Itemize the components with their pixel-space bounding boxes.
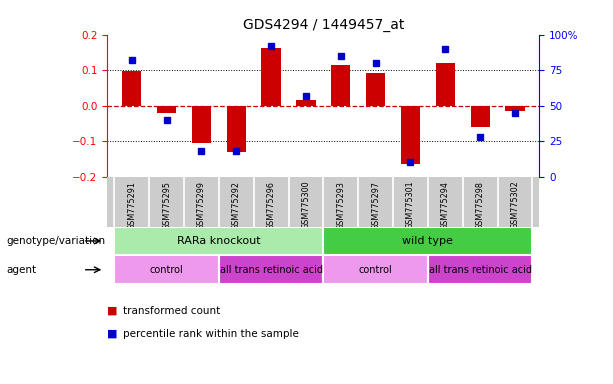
- Text: GSM775298: GSM775298: [476, 180, 485, 230]
- Text: GSM775295: GSM775295: [162, 180, 171, 230]
- Bar: [219, 255, 324, 284]
- Text: all trans retinoic acid: all trans retinoic acid: [428, 265, 531, 275]
- Text: genotype/variation: genotype/variation: [6, 236, 105, 246]
- Bar: [227, 106, 246, 152]
- Text: all trans retinoic acid: all trans retinoic acid: [219, 265, 322, 275]
- Text: GSM775296: GSM775296: [267, 180, 276, 230]
- Text: percentile rank within the sample: percentile rank within the sample: [123, 329, 299, 339]
- Bar: [157, 106, 176, 113]
- Text: ■: ■: [107, 329, 118, 339]
- Text: GSM775302: GSM775302: [511, 180, 520, 229]
- Text: GSM775294: GSM775294: [441, 180, 450, 230]
- Bar: [436, 63, 455, 106]
- Text: agent: agent: [6, 265, 36, 275]
- Bar: [331, 65, 351, 106]
- Bar: [192, 106, 211, 143]
- Bar: [122, 71, 141, 106]
- Text: control: control: [150, 265, 183, 275]
- Bar: [296, 100, 316, 106]
- Bar: [114, 227, 324, 255]
- Text: transformed count: transformed count: [123, 306, 220, 316]
- Text: GSM775300: GSM775300: [302, 180, 310, 229]
- Bar: [262, 48, 281, 106]
- Text: GSM775301: GSM775301: [406, 180, 415, 229]
- Text: RARa knockout: RARa knockout: [177, 236, 261, 246]
- Bar: [428, 255, 533, 284]
- Bar: [401, 106, 420, 164]
- Text: GSM775297: GSM775297: [371, 180, 380, 230]
- Bar: [366, 73, 385, 106]
- Text: ■: ■: [107, 306, 118, 316]
- Text: GSM775292: GSM775292: [232, 180, 241, 230]
- Text: GSM775291: GSM775291: [127, 180, 136, 230]
- Bar: [114, 255, 219, 284]
- Bar: [471, 106, 490, 127]
- Text: control: control: [359, 265, 392, 275]
- Bar: [324, 227, 533, 255]
- Bar: [324, 255, 428, 284]
- Text: wild type: wild type: [403, 236, 454, 246]
- Text: GSM775293: GSM775293: [337, 180, 345, 230]
- Bar: [506, 106, 525, 111]
- Title: GDS4294 / 1449457_at: GDS4294 / 1449457_at: [243, 18, 404, 32]
- Text: GSM775299: GSM775299: [197, 180, 206, 230]
